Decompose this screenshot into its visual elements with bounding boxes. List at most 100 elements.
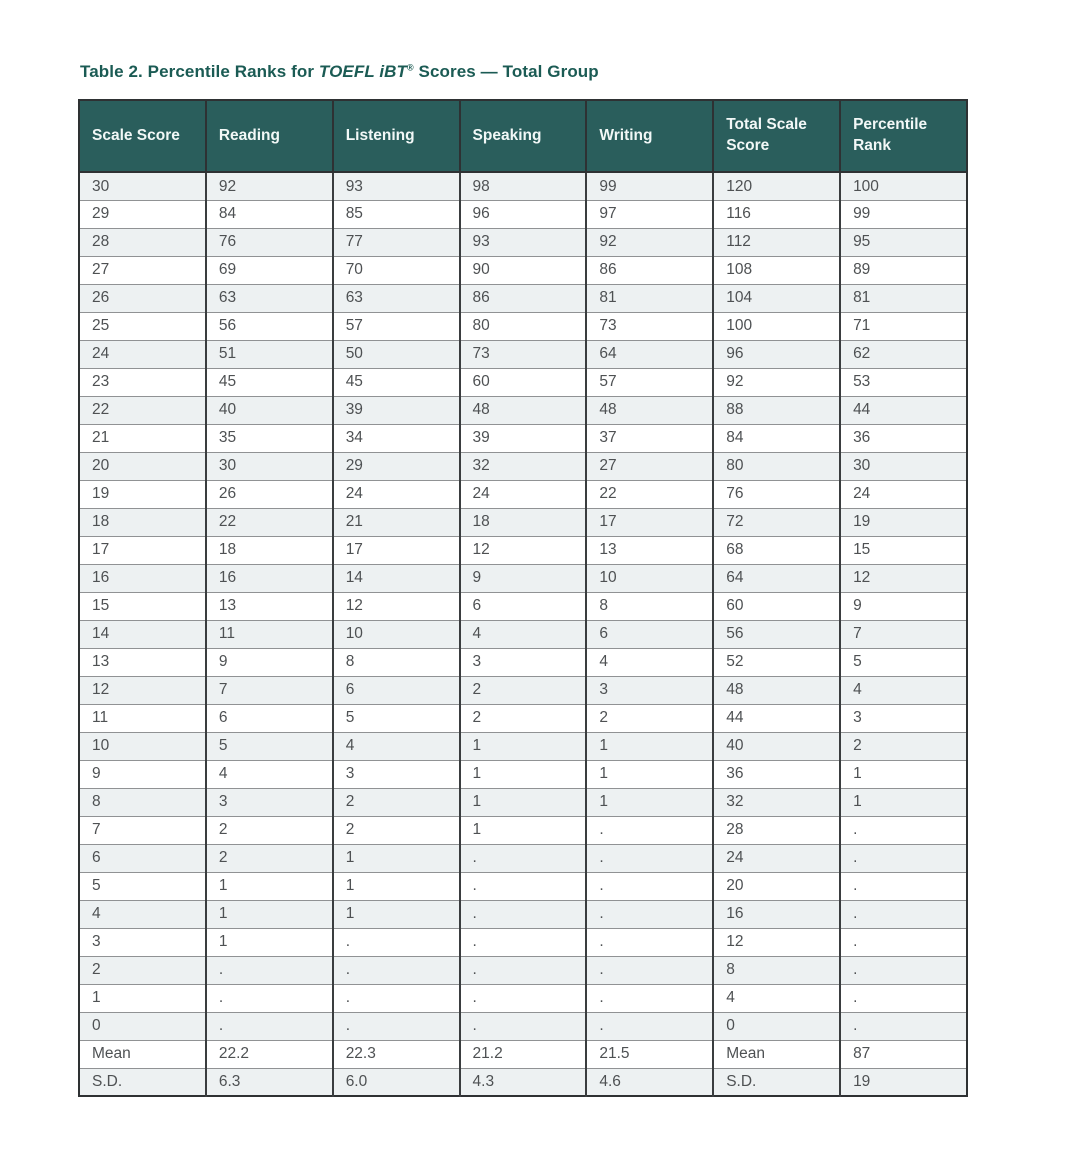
table-cell: 100 bbox=[712, 311, 841, 341]
table-cell: 11 bbox=[204, 619, 333, 649]
table-row: 15 13 12 6 8 60 9 bbox=[79, 591, 967, 621]
table-cell: 96 bbox=[712, 339, 841, 369]
column-header: Total Scale Score bbox=[712, 99, 842, 173]
table-cell: 27 bbox=[585, 451, 714, 481]
table-row: 23 45 45 60 57 92 53 bbox=[79, 367, 967, 397]
column-header: Listening bbox=[331, 99, 461, 173]
table-cell: 20 bbox=[79, 451, 206, 481]
table-cell: . bbox=[585, 983, 714, 1013]
table-cell: 8 bbox=[331, 647, 460, 677]
table-cell: 30 bbox=[839, 451, 967, 481]
table-body: 30 92 93 98 99 120 100 29 84 85 96 97 116 99 28 76 77 93 9… bbox=[79, 171, 967, 1097]
table-cell: 3 bbox=[585, 675, 714, 705]
table-cell: 40 bbox=[712, 731, 841, 761]
table-cell: 21.5 bbox=[585, 1039, 714, 1069]
table-cell: . bbox=[839, 815, 967, 845]
table-row: 6 2 1.. 24. bbox=[79, 843, 967, 873]
table-cell: 73 bbox=[458, 339, 587, 369]
table-row: 1....4. bbox=[79, 983, 967, 1013]
table-cell: . bbox=[585, 1011, 714, 1041]
table-cell: 2 bbox=[204, 815, 333, 845]
table-cell: 51 bbox=[204, 339, 333, 369]
table-cell: 1 bbox=[331, 843, 460, 873]
table-cell: 96 bbox=[458, 199, 587, 229]
table-row: 22 40 39 48 48 88 44 bbox=[79, 395, 967, 425]
table-cell: 21.2 bbox=[458, 1039, 587, 1069]
table-row: 3 1... 12. bbox=[79, 927, 967, 957]
table-row: 26 63 63 86 81 104 81 bbox=[79, 283, 967, 313]
table-cell: 3 bbox=[204, 787, 333, 817]
table-cell: 99 bbox=[839, 199, 967, 229]
table-row: 21 35 34 39 37 84 36 bbox=[79, 423, 967, 453]
table-cell: 85 bbox=[331, 199, 460, 229]
column-header: Scale Score bbox=[78, 99, 207, 173]
table-row: 20 30 29 32 27 80 30 bbox=[79, 451, 967, 481]
table-cell: 2 bbox=[79, 955, 206, 985]
table-cell: 12 bbox=[79, 675, 206, 705]
table-cell: 1 bbox=[331, 899, 460, 929]
table-cell: 45 bbox=[331, 367, 460, 397]
table-cell: 84 bbox=[204, 199, 333, 229]
table-cell: 30 bbox=[79, 171, 206, 201]
table-cell: . bbox=[204, 1011, 333, 1041]
table-title: Table 2. Percentile Ranks for TOEFL iBT®… bbox=[80, 62, 1080, 82]
table-cell: 6 bbox=[79, 843, 206, 873]
table-cell: 86 bbox=[585, 255, 714, 285]
table-cell: 97 bbox=[585, 199, 714, 229]
table-cell: 63 bbox=[204, 283, 333, 313]
table-cell: 116 bbox=[712, 199, 841, 229]
table-cell: 27 bbox=[79, 255, 206, 285]
table-row: 9 4 3 1 1 36 1 bbox=[79, 759, 967, 789]
table-row: 27 69 70 90 86 108 89 bbox=[79, 255, 967, 285]
table-cell: 17 bbox=[585, 507, 714, 537]
table-row: S.D. 6.3 6.0 4.3 4.6 S.D. 19 bbox=[79, 1067, 967, 1097]
table-cell: 80 bbox=[712, 451, 841, 481]
table-cell: 4 bbox=[79, 899, 206, 929]
table-cell: 12 bbox=[331, 591, 460, 621]
table-cell: 29 bbox=[331, 451, 460, 481]
table-cell: . bbox=[585, 899, 714, 929]
table-cell: 7 bbox=[204, 675, 333, 705]
table-cell: . bbox=[839, 899, 967, 929]
table-cell: 4 bbox=[458, 619, 587, 649]
table-cell: 34 bbox=[331, 423, 460, 453]
table-cell: . bbox=[585, 815, 714, 845]
table-cell: 1 bbox=[839, 759, 967, 789]
table-cell: 12 bbox=[712, 927, 841, 957]
table-title-prefix: Table 2. Percentile Ranks for bbox=[80, 62, 319, 81]
table-cell: 72 bbox=[712, 507, 841, 537]
table-cell: . bbox=[331, 1011, 460, 1041]
table-cell: 99 bbox=[585, 171, 714, 201]
table-cell: . bbox=[458, 871, 587, 901]
table-cell: 4 bbox=[331, 731, 460, 761]
table-cell: . bbox=[585, 955, 714, 985]
table-cell: 8 bbox=[712, 955, 841, 985]
table-cell: 4 bbox=[204, 759, 333, 789]
table-cell: . bbox=[839, 983, 967, 1013]
table-cell: 22.3 bbox=[331, 1039, 460, 1069]
table-cell: 3 bbox=[79, 927, 206, 957]
table-cell: 57 bbox=[331, 311, 460, 341]
table-cell: 28 bbox=[79, 227, 206, 257]
table-cell: 28 bbox=[712, 815, 841, 845]
table-cell: 48 bbox=[585, 395, 714, 425]
table-cell: 30 bbox=[204, 451, 333, 481]
table-cell: 24 bbox=[79, 339, 206, 369]
table-cell: 60 bbox=[458, 367, 587, 397]
table-cell: 73 bbox=[585, 311, 714, 341]
table-cell: 92 bbox=[585, 227, 714, 257]
table-cell: 3 bbox=[839, 703, 967, 733]
table-cell: 16 bbox=[712, 899, 841, 929]
table-row: 14 11 10 4 6 56 7 bbox=[79, 619, 967, 649]
table-cell: 6 bbox=[458, 591, 587, 621]
table-cell: 2 bbox=[585, 703, 714, 733]
table-cell: 22 bbox=[79, 395, 206, 425]
table-cell: 8 bbox=[79, 787, 206, 817]
table-cell: 4 bbox=[839, 675, 967, 705]
table-cell: 26 bbox=[79, 283, 206, 313]
table-cell: 45 bbox=[204, 367, 333, 397]
table-cell: . bbox=[839, 843, 967, 873]
table-cell: 9 bbox=[79, 759, 206, 789]
percentile-ranks-table: Scale Score Reading Listening Speaking Writi… bbox=[78, 99, 968, 1097]
